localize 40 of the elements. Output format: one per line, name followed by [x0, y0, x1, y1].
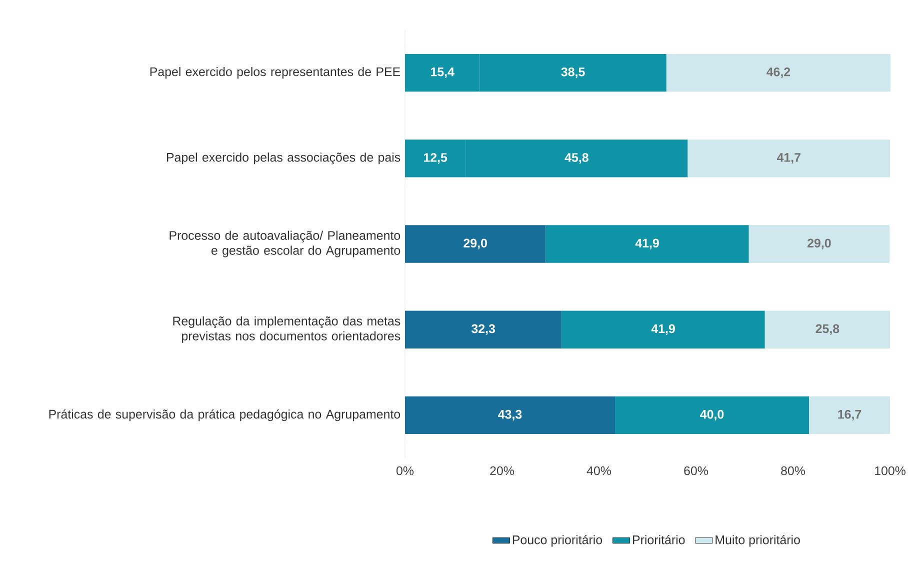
data-label: 29,0 — [808, 238, 831, 250]
data-label: 16,7 — [838, 410, 862, 421]
data-label: 43,3 — [498, 410, 522, 421]
data-label: 41,7 — [776, 153, 800, 164]
y-tick-label: Processo de autoavaliação/ Planeamento e gestão escolar do Agrupamento — [170, 230, 400, 258]
bar — [546, 225, 749, 263]
legend-label: Pouco prioritário — [512, 534, 602, 547]
x-tick-label: 80% — [781, 466, 806, 476]
data-label: 41,9 — [635, 238, 659, 250]
data-label: 29,0 — [464, 238, 487, 250]
bar — [764, 310, 890, 348]
bar — [562, 310, 765, 348]
data-label: 40,0 — [700, 410, 724, 421]
bar — [615, 396, 810, 434]
data-label: 38,5 — [561, 67, 585, 78]
bar — [405, 396, 616, 434]
data-label: 12,5 — [424, 153, 448, 164]
bar — [688, 140, 890, 178]
x-tick-label: 40% — [586, 466, 612, 476]
y-tick-label: Regulação da implementação das metas previstas nos documentos orientadores — [173, 316, 400, 343]
data-label: 45,8 — [564, 153, 588, 164]
bar — [405, 310, 562, 348]
x-tick-label: 20% — [490, 466, 514, 476]
data-label: 41,9 — [651, 324, 675, 335]
legend-label: Muito prioritário — [716, 534, 800, 547]
y-tick-label: Práticas de supervisão da prática pedagógica no Agrupamento — [49, 409, 400, 422]
x-tick-label: 0% — [396, 466, 414, 476]
data-label: 32,3 — [471, 324, 495, 335]
bar — [666, 54, 890, 92]
bar — [748, 225, 890, 263]
bar — [809, 396, 890, 434]
data-label: 25,8 — [816, 324, 840, 335]
x-tick-label: 100% — [875, 466, 906, 476]
x-tick-label: 60% — [684, 466, 708, 476]
bar — [405, 225, 546, 263]
y-tick-label: Papel exercido pelas associações de pais — [166, 152, 400, 164]
data-label: 46,2 — [766, 67, 790, 78]
data-label: 15,4 — [431, 68, 454, 78]
y-tick-label: Papel exercido pelos representantes de PEE — [150, 66, 400, 79]
legend-label: Prioritário — [633, 534, 685, 544]
